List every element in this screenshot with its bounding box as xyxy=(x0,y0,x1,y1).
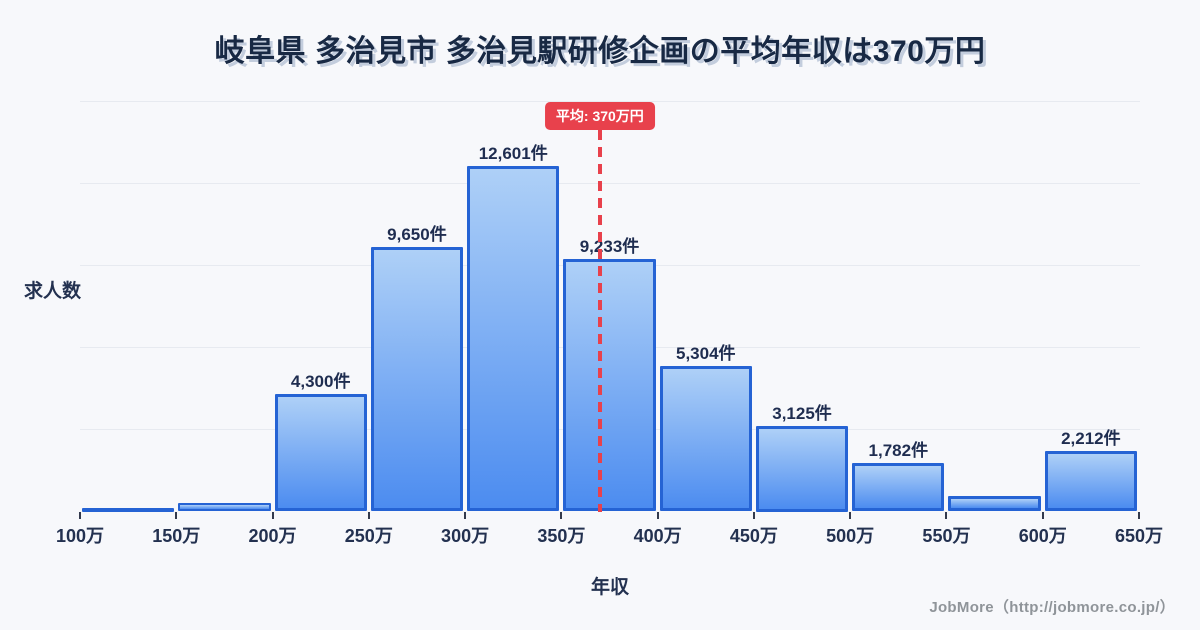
x-axis-tick xyxy=(1041,511,1044,519)
histogram-bar xyxy=(563,258,656,512)
histogram-bar xyxy=(852,462,945,512)
x-tick-label: 300万 xyxy=(441,525,490,546)
bar-value-label: 9,233件 xyxy=(579,236,640,256)
average-badge: 平均: 370万円 xyxy=(544,102,655,130)
x-axis-tick xyxy=(752,511,755,519)
histogram-bar xyxy=(370,247,464,512)
histogram-bar xyxy=(82,507,175,512)
y-axis-label: 求人数 xyxy=(24,281,82,302)
histogram-bar xyxy=(659,366,752,512)
x-tick-label: 250万 xyxy=(344,525,393,546)
histogram-bar xyxy=(755,425,849,512)
histogram-bar xyxy=(467,166,560,512)
histogram-bar xyxy=(1044,450,1137,512)
histogram-bar xyxy=(178,502,271,512)
x-axis-tick xyxy=(367,511,370,519)
x-tick-label: 600万 xyxy=(1018,525,1067,546)
x-tick-label: 200万 xyxy=(248,525,297,546)
x-tick-label: 350万 xyxy=(537,525,586,546)
x-axis-tick xyxy=(175,511,178,519)
bar-value-label: 5,304件 xyxy=(675,344,736,364)
x-tick-label: 650万 xyxy=(1114,525,1164,546)
bar-value-label: 1,782件 xyxy=(868,440,929,460)
x-axis-tick xyxy=(1138,511,1140,519)
bar-value-label: 4,300件 xyxy=(290,371,351,391)
x-tick-label: 150万 xyxy=(152,525,201,546)
x-axis-tick xyxy=(560,511,563,519)
x-tick-label: 550万 xyxy=(922,525,971,546)
x-axis-tick xyxy=(849,511,852,519)
x-axis-tick xyxy=(271,511,274,519)
bar-value-label: 9,650件 xyxy=(387,225,447,245)
bar-value-label: 2,212件 xyxy=(1061,428,1121,448)
histogram-bar xyxy=(948,496,1041,512)
x-axis-tick xyxy=(656,511,659,519)
x-tick-label: 450万 xyxy=(729,525,778,546)
histogram-bar xyxy=(274,393,367,512)
footer-credit: JobMore（http://jobmore.co.jp/） xyxy=(929,599,1175,616)
bar-value-label: 3,125件 xyxy=(772,403,832,423)
x-axis-label: 年収 xyxy=(590,577,630,598)
bar-value-label: 12,601件 xyxy=(478,144,548,164)
x-tick-label: 400万 xyxy=(633,525,682,546)
x-axis-tick xyxy=(945,511,948,519)
chart-title: 岐阜県 多治見市 多治見駅研修企画の平均年収は370万円 xyxy=(214,35,986,68)
x-tick-label: 100万 xyxy=(55,525,105,546)
gridline xyxy=(80,100,1140,102)
x-tick-label: 500万 xyxy=(826,525,875,546)
x-axis-tick xyxy=(464,511,467,519)
gridline xyxy=(80,182,1140,184)
average-dashed-line xyxy=(598,130,602,512)
x-axis-tick xyxy=(79,511,81,519)
